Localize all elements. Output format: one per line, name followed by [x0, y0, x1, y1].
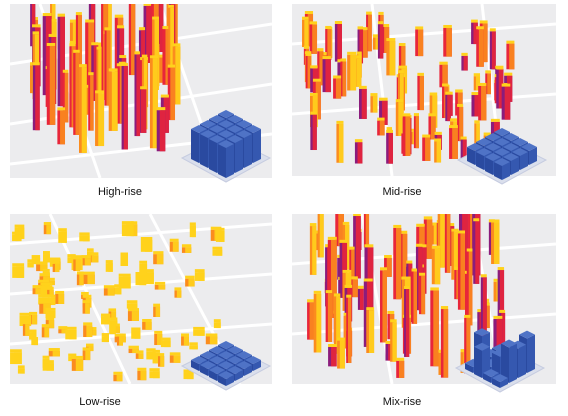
- panel-mid-rise: Mid-rise: [292, 4, 556, 198]
- low-rise-block-icon: [180, 341, 272, 391]
- low-rise-buildings: [10, 221, 225, 382]
- caption-mid-rise: Mid-rise: [382, 186, 422, 198]
- mid-rise-city-map: [292, 4, 556, 176]
- caption-low-rise: Low-rise: [79, 396, 121, 408]
- mix-rise-buildings: [307, 214, 506, 378]
- low-rise-city-map: [10, 214, 272, 384]
- high-rise-city-map: [10, 4, 272, 178]
- mid-rise-buildings: [302, 11, 515, 164]
- caption-mix-rise: Mix-rise: [382, 396, 422, 408]
- panel-high-rise: High-rise: [10, 4, 272, 198]
- high-rise-buildings: [30, 4, 181, 153]
- caption-high-rise: High-rise: [97, 186, 142, 198]
- panel-low-rise: Low-rise: [10, 214, 272, 408]
- mid-rise-block-icon: [456, 128, 548, 185]
- panel-mix-rise: Mix-rise: [292, 214, 556, 408]
- high-rise-block-icon: [180, 110, 272, 183]
- mix-rise-block-icon: [454, 328, 546, 393]
